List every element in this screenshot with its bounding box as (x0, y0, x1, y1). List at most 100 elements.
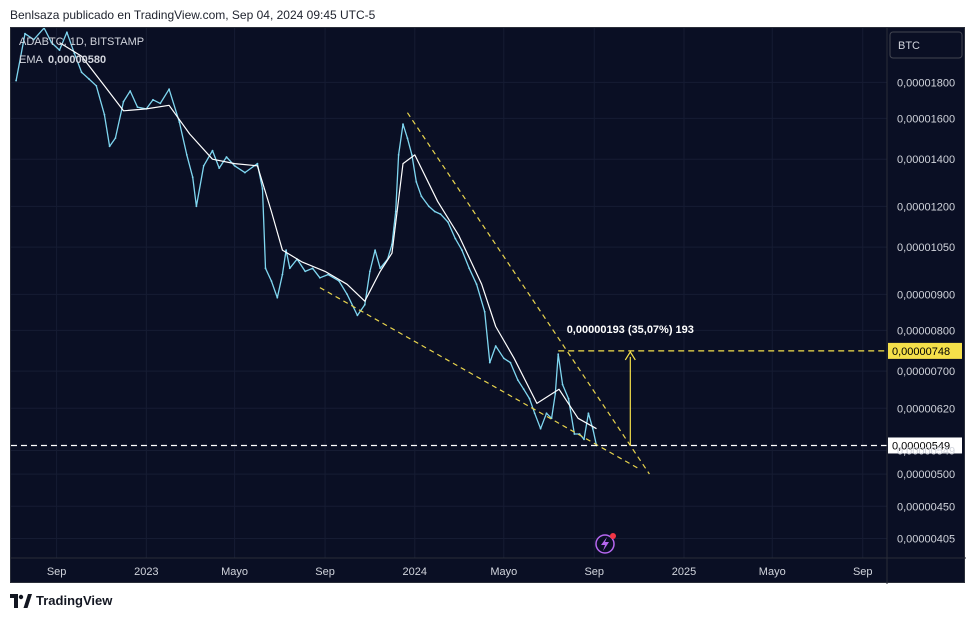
price-point (557, 353, 560, 356)
price-point (168, 88, 171, 91)
x-tick-label: 2024 (403, 566, 427, 578)
price-point (411, 154, 413, 156)
price-point (346, 293, 348, 296)
price-point (80, 71, 83, 74)
price-point (108, 145, 111, 148)
price-point (270, 280, 273, 282)
price-point (468, 267, 471, 270)
price-point (88, 78, 90, 80)
price-point (591, 427, 594, 430)
price-point (256, 162, 259, 165)
x-tick-label: 2025 (672, 566, 696, 578)
event-marker-icon[interactable] (595, 533, 616, 554)
price-point (152, 98, 154, 101)
y-tick-label: 0,00001200 (897, 201, 955, 213)
price-point (66, 31, 68, 34)
currency-button[interactable]: BTC (889, 31, 963, 59)
price-point (545, 412, 548, 415)
price-point (136, 106, 139, 108)
price-point (583, 438, 585, 441)
price-point (225, 156, 228, 158)
price-point (261, 188, 264, 190)
price-point (24, 32, 26, 35)
price-point (95, 84, 98, 87)
price-point (369, 270, 371, 273)
x-tick-label: 2023 (134, 566, 158, 578)
price-point (483, 310, 486, 313)
price-point (475, 283, 478, 286)
price-point (363, 303, 366, 306)
publish-caption: Benlsaza publicado en TradingView.com, S… (10, 8, 376, 22)
price-point (573, 433, 576, 435)
y-tick-label: 0,00001050 (897, 242, 955, 254)
price-point (502, 357, 505, 360)
price-point (43, 28, 45, 29)
price-chart[interactable]: 0,00000549 0,00000748 0,00000193 (35,07%) … (11, 28, 966, 584)
price-point (587, 412, 590, 415)
price-point (218, 167, 221, 170)
price-point (494, 345, 497, 347)
chart-panel[interactable]: 0,00000549 0,00000748 0,00000193 (35,07%) … (10, 27, 966, 584)
price-point (420, 195, 423, 198)
price-point (567, 397, 570, 400)
price-point (461, 249, 463, 252)
price-point (374, 249, 376, 252)
price-point (178, 121, 181, 124)
price-point (488, 361, 491, 364)
price-point (528, 397, 531, 400)
price-point (454, 237, 457, 240)
price-point (129, 90, 132, 92)
price-point (114, 137, 117, 139)
price-point (195, 205, 198, 208)
x-tick-label: Sep (584, 566, 604, 578)
currency-button-label: BTC (898, 40, 920, 52)
x-tick-label: Mayo (759, 566, 786, 578)
tradingview-footer[interactable]: TradingView (10, 593, 112, 608)
price-point (516, 379, 519, 381)
price-series-line (15, 28, 598, 446)
y-tick-label: 0,00000549 (897, 446, 955, 458)
price-point (539, 427, 542, 430)
price-point (264, 267, 267, 270)
price-point (159, 102, 162, 105)
y-tick-label: 0,00001400 (897, 154, 955, 166)
y-tick-label: 0,00000405 (897, 534, 955, 546)
x-tick-label: Sep (47, 566, 67, 578)
series-layer (15, 28, 598, 447)
price-point (244, 171, 246, 174)
price-axis[interactable]: 0,00001800 0,00001600 0,00001400 0,00001200… (897, 77, 955, 545)
time-axis[interactable]: Sep 2023 Mayo Sep 2024 Mayo Sep 2025 Mayo Sep (47, 566, 873, 578)
price-point (415, 181, 418, 183)
price-point (433, 210, 436, 213)
price-point (285, 249, 287, 252)
price-point (394, 210, 397, 213)
measure-arrow-head (624, 350, 636, 361)
price-point (103, 113, 106, 116)
annotation-layer: 0,00000549 0,00000748 0,00000193 (35,07%) … (11, 112, 962, 475)
ema-series-line (59, 42, 597, 430)
y-tick-label: 0,00000900 (897, 289, 955, 301)
price-point (554, 392, 557, 395)
price-point (281, 273, 284, 276)
price-point (319, 276, 321, 279)
price-point (397, 154, 400, 156)
current-price-label-bg (888, 437, 962, 454)
x-tick-label: Mayo (490, 566, 517, 578)
price-point (439, 213, 442, 216)
wedge-trendline (319, 287, 638, 469)
price-point (338, 280, 340, 282)
price-point (509, 361, 512, 364)
price-point (288, 267, 291, 270)
ema-legend-label: EMA (19, 54, 44, 66)
price-point (185, 154, 188, 156)
price-point (233, 164, 236, 167)
price-point (211, 149, 214, 152)
price-point (32, 38, 35, 41)
price-point (561, 383, 564, 386)
price-point (311, 267, 314, 270)
y-tick-label: 0,00000620 (897, 403, 955, 415)
y-tick-label: 0,00000450 (897, 501, 955, 513)
price-point (379, 267, 382, 270)
tradingview-brand: TradingView (36, 593, 113, 608)
target-label-bg (888, 342, 962, 359)
